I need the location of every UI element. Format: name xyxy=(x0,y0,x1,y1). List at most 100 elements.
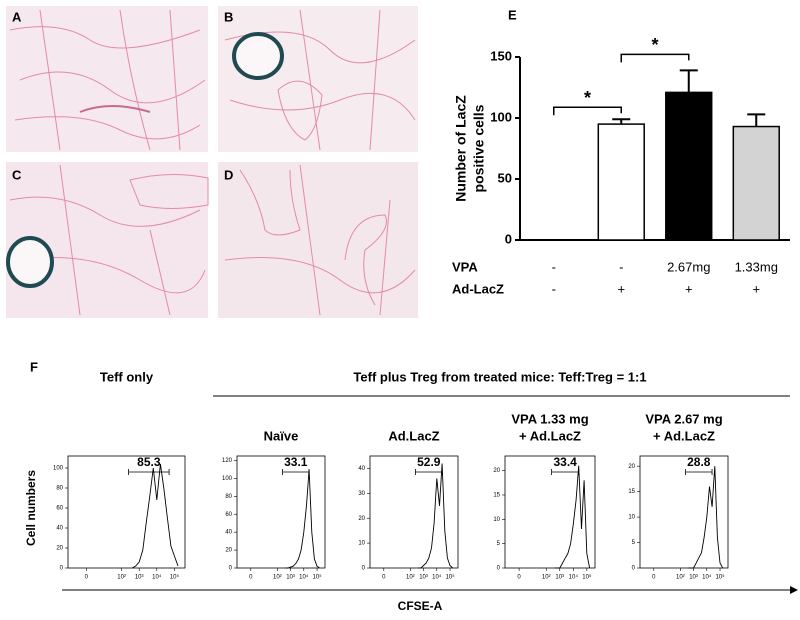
significance-mark: * xyxy=(651,35,658,55)
condition-value: - xyxy=(619,259,623,274)
plot-title: Teff only xyxy=(100,369,154,384)
group-title: Teff plus Treg from treated mice: Teff:T… xyxy=(353,369,646,384)
x-tick-label: 0 xyxy=(652,575,656,581)
y-tick-label: 20 xyxy=(628,464,635,470)
plot-frame xyxy=(504,455,596,569)
x-tick-label: 10³ xyxy=(135,575,144,581)
plot-frame xyxy=(67,455,186,569)
y-tick-label: 40 xyxy=(56,526,63,532)
gate-value: 28.8 xyxy=(687,455,711,469)
plot-frame xyxy=(639,455,729,569)
significance-bracket xyxy=(620,53,690,63)
bar xyxy=(665,91,713,241)
micrograph-c xyxy=(6,162,209,318)
panel-label: E xyxy=(508,7,517,22)
x-tick-label: 10⁵ xyxy=(715,574,725,581)
histogram-curve xyxy=(554,465,591,569)
histogram-curve xyxy=(285,469,320,569)
plot-title: Ad.LacZ xyxy=(388,428,439,443)
x-tick-label: 10³ xyxy=(689,575,698,581)
y-tick-label: 100 xyxy=(53,466,64,472)
y-tick-label: 10 xyxy=(493,517,500,523)
y-tick-label: 0 xyxy=(362,566,366,572)
plot-title: Naïve xyxy=(264,428,299,443)
micrograph-d xyxy=(218,162,418,318)
y-tick-label: 20 xyxy=(225,548,232,554)
y-tick-label: 20 xyxy=(493,468,500,474)
x-tick-label: 0 xyxy=(85,575,89,581)
histogram-curve xyxy=(131,463,179,569)
gate xyxy=(685,469,713,475)
x-tick-label: 0 xyxy=(382,575,386,581)
y-tick-label: 0 xyxy=(632,566,636,572)
x-tick-label: 10³ xyxy=(419,575,428,581)
x-tick-label: 10⁴ xyxy=(152,574,162,581)
bar xyxy=(597,123,645,241)
y-tick-label: 60 xyxy=(225,512,232,518)
y-tick-label: 40 xyxy=(225,530,232,536)
gate-value: 85.3 xyxy=(137,455,161,469)
plot-frame xyxy=(369,455,459,569)
x-tick-label: 10² xyxy=(406,575,415,581)
y-tick-label: 120 xyxy=(222,458,233,464)
y-tick-label: 40 xyxy=(358,466,365,472)
panel-label: B xyxy=(224,9,233,24)
x-tick-label: 10³ xyxy=(286,575,295,581)
panel-label: D xyxy=(224,167,233,182)
gate-value: 52.9 xyxy=(417,455,441,469)
y-tick-label: 10 xyxy=(628,515,635,521)
x-tick-label: 10² xyxy=(542,575,551,581)
y-tick-label: 80 xyxy=(225,494,232,500)
x-tick-label: 10⁴ xyxy=(702,574,712,581)
x-tick-label: 10⁵ xyxy=(312,574,322,581)
condition-name: Ad-LacZ xyxy=(452,281,504,296)
x-tick-label: 0 xyxy=(517,575,521,581)
x-tick-label: 10² xyxy=(273,575,282,581)
x-tick-label: 10² xyxy=(117,575,126,581)
y-tick-label: 10 xyxy=(358,541,365,547)
histogram-curve xyxy=(688,466,724,569)
y-tick-label: 15 xyxy=(493,493,500,499)
plot-frame xyxy=(236,455,326,569)
plot-title: + Ad.LacZ xyxy=(519,428,581,443)
significance-bracket xyxy=(553,106,622,116)
condition-value: + xyxy=(617,281,625,296)
y-tick-label: 0 xyxy=(505,231,512,246)
gate-value: 33.4 xyxy=(553,455,577,469)
x-tick-label: 10⁵ xyxy=(582,574,592,581)
y-tick-label: 0 xyxy=(229,566,233,572)
micrograph-b xyxy=(218,6,418,152)
gate xyxy=(415,469,443,475)
x-axis-label: CFSE-A xyxy=(398,599,443,613)
histogram-curve xyxy=(418,463,454,569)
condition-value: + xyxy=(685,281,693,296)
condition-value: + xyxy=(752,281,760,296)
condition-value: - xyxy=(552,259,556,274)
y-tick-label: 15 xyxy=(628,489,635,495)
significance-mark: * xyxy=(584,88,591,108)
y-tick-label: 30 xyxy=(358,491,365,497)
plot-title: VPA 2.67 mg xyxy=(645,411,722,426)
y-tick-label: 20 xyxy=(358,516,365,522)
y-tick-label: 0 xyxy=(60,566,64,572)
x-tick-label: 10⁴ xyxy=(569,574,579,581)
condition-value: 2.67mg xyxy=(667,259,710,274)
condition-value: - xyxy=(552,281,556,296)
bar xyxy=(732,125,780,241)
micrograph-a xyxy=(6,6,208,152)
y-tick-label: 5 xyxy=(632,540,636,546)
x-tick-label: 10⁵ xyxy=(445,574,455,581)
gate xyxy=(282,469,310,475)
y-tick-label: 100 xyxy=(490,109,512,124)
y-tick-label: 100 xyxy=(222,476,233,482)
y-axis-label: Number of LacZ xyxy=(453,95,469,202)
y-axis-label: positive cells xyxy=(471,104,487,192)
y-tick-label: 0 xyxy=(497,566,501,572)
plot-title: VPA 1.33 mg xyxy=(511,411,588,426)
gate xyxy=(551,469,580,475)
panel-label: C xyxy=(12,167,22,182)
x-tick-label: 10⁴ xyxy=(299,574,309,581)
y-tick-label: 5 xyxy=(497,541,501,547)
arrow-head xyxy=(790,586,798,594)
